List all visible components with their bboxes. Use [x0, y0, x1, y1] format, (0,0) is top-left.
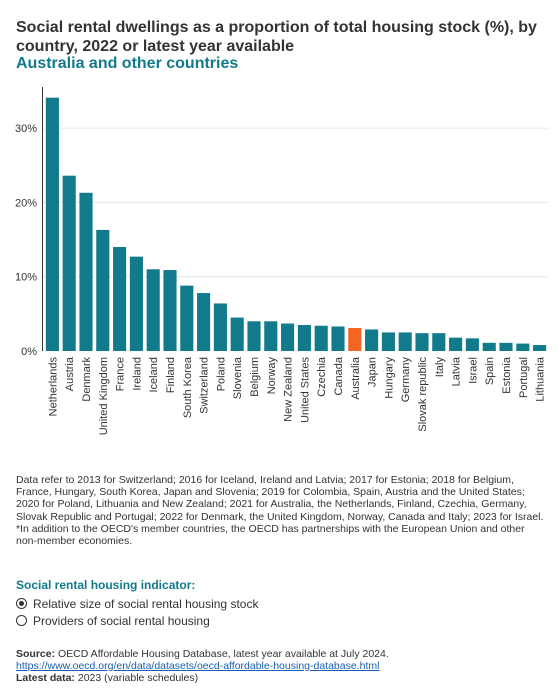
notes-text: Data refer to 2013 for Switzerland; 2016… [16, 474, 544, 523]
indicator-label: Social rental housing indicator: [16, 578, 196, 592]
x-tick-label: New Zealand [283, 357, 295, 422]
x-tick-label: Slovak republic [417, 357, 429, 432]
bar-spain[interactable] [482, 342, 496, 351]
y-tick-label: 10% [15, 272, 37, 284]
bar-france[interactable] [113, 247, 127, 351]
bar-hungary[interactable] [381, 332, 395, 351]
bar-latvia[interactable] [449, 337, 463, 351]
x-tick-label: Japan [367, 357, 379, 387]
x-tick-label: Estonia [501, 356, 513, 394]
x-tick-label: Hungary [383, 357, 395, 399]
x-tick-label: Latvia [451, 356, 463, 386]
source-label: Source: [16, 648, 56, 660]
x-tick-label: Australia [350, 356, 362, 400]
bar-united-states[interactable] [297, 325, 311, 351]
bar-belgium[interactable] [247, 321, 261, 351]
notes-footnote: *In addition to the OECD's member countr… [16, 522, 525, 548]
x-tick-label: Switzerland [199, 357, 211, 414]
bar-netherlands[interactable] [45, 97, 59, 351]
latest-data-label: Latest data: [16, 672, 75, 684]
bar-united-kingdom[interactable] [96, 229, 110, 351]
x-tick-label: Canada [333, 356, 345, 395]
source-line: Source: OECD Affordable Housing Database… [16, 648, 546, 660]
x-tick-label: Austria [64, 356, 76, 391]
x-tick-label: Czechia [316, 356, 328, 397]
chart-subtitle: Australia and other countries [16, 55, 239, 72]
bar-germany[interactable] [398, 332, 412, 351]
bar-slovak-republic[interactable] [415, 333, 429, 351]
bar-portugal[interactable] [516, 343, 530, 351]
radio-providers-label: Providers of social rental housing [33, 613, 210, 628]
radio-relative-size[interactable]: Relative size of social rental housing s… [16, 595, 416, 612]
bar-lithuania[interactable] [533, 345, 547, 351]
x-tick-label: Spain [484, 357, 496, 385]
x-tick-label: Belgium [249, 357, 261, 397]
y-tick-label: 30% [15, 123, 37, 135]
bar-israel[interactable] [465, 338, 479, 351]
latest-data-line: Latest data: 2023 (variable schedules) [16, 672, 546, 684]
x-tick-label: Ireland [131, 357, 143, 391]
x-tick-label: Portugal [518, 357, 530, 398]
bar-canada[interactable] [331, 326, 345, 351]
radio-dot-icon [19, 601, 24, 606]
bar-iceland[interactable] [146, 269, 160, 351]
x-tick-label: United States [299, 357, 311, 424]
x-tick-label: Poland [215, 357, 227, 391]
source-link-line: https://www.oecd.org/en/data/datasets/oe… [16, 660, 546, 672]
chart-notes: Data refer to 2013 for Switzerland; 2016… [16, 474, 546, 547]
chart-title: Social rental dwellings as a proportion … [16, 19, 537, 55]
bar-finland[interactable] [163, 270, 177, 351]
bar-japan[interactable] [365, 329, 379, 351]
footer: Source: OECD Affordable Housing Database… [16, 648, 546, 684]
radio-unselected-icon[interactable] [16, 615, 27, 626]
x-tick-label: Finland [165, 357, 177, 393]
latest-data-text: 2023 (variable schedules) [74, 672, 199, 684]
bar-denmark[interactable] [79, 192, 93, 351]
source-link[interactable]: https://www.oecd.org/en/data/datasets/oe… [16, 660, 380, 672]
x-tick-label: Netherlands [47, 357, 59, 417]
x-tick-label: Norway [266, 357, 278, 395]
bar-south-korea[interactable] [180, 285, 194, 351]
source-text: OECD Affordable Housing Database, latest… [55, 648, 389, 660]
y-tick-label: 20% [15, 197, 37, 209]
radio-providers[interactable]: Providers of social rental housing [16, 612, 416, 629]
x-tick-label: Lithuania [535, 356, 547, 402]
bar-chart: 0% 10% 20% 30% Netherlands Austria Denmark Unit… [15, 87, 548, 435]
bar-poland[interactable] [213, 303, 227, 351]
bar-norway[interactable] [264, 321, 278, 351]
bar-estonia[interactable] [499, 342, 513, 351]
bar-austria[interactable] [62, 175, 76, 351]
x-tick-label: Italy [434, 357, 446, 378]
x-tick-label: United Kingdom [98, 357, 110, 435]
indicator-selector: Social rental housing indicator: Relativ… [16, 578, 416, 629]
x-tick-label: Israel [467, 357, 479, 384]
bar-australia[interactable] [348, 327, 362, 351]
bar-slovenia[interactable] [230, 317, 244, 351]
bar-czechia[interactable] [314, 325, 328, 351]
bar-ireland[interactable] [129, 256, 143, 351]
x-tick-label: Germany [400, 357, 412, 403]
x-tick-label: Slovenia [232, 356, 244, 399]
y-tick-label: 0% [21, 346, 37, 358]
x-tick-label: France [115, 357, 127, 391]
x-tick-label: Denmark [81, 357, 93, 402]
x-tick-label: Iceland [148, 357, 160, 392]
radio-selected-icon[interactable] [16, 598, 27, 609]
bar-new-zealand[interactable] [281, 323, 295, 351]
bar-italy[interactable] [432, 333, 446, 351]
bar-switzerland[interactable] [197, 293, 211, 351]
x-tick-label: South Korea [182, 356, 194, 418]
radio-relative-size-label: Relative size of social rental housing s… [33, 596, 259, 611]
